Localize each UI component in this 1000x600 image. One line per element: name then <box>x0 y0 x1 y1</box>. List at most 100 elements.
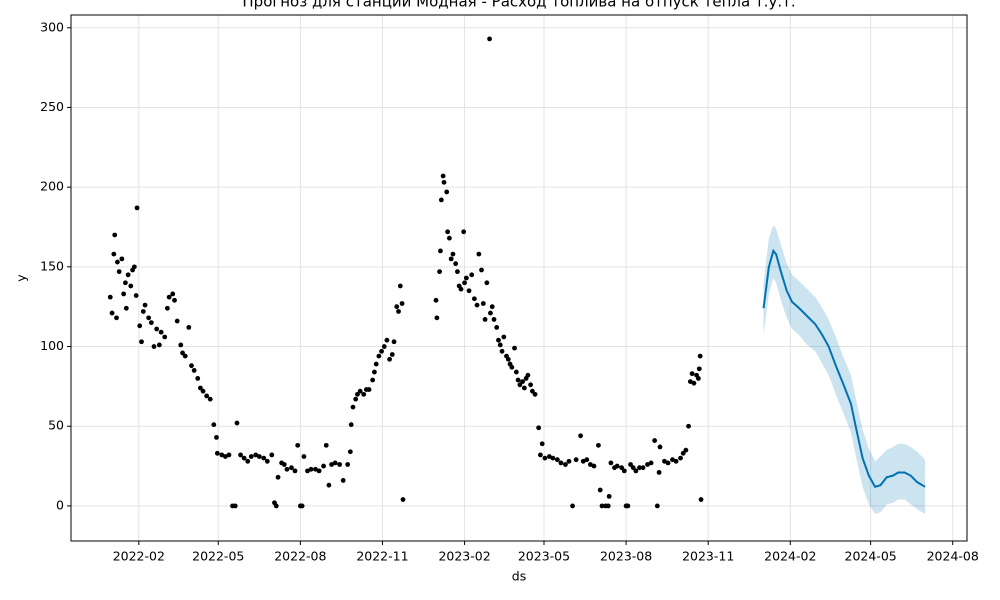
data-point <box>662 458 667 464</box>
data-point <box>373 361 379 367</box>
data-point <box>394 304 400 310</box>
data-point <box>657 444 663 450</box>
data-point <box>222 454 228 459</box>
data-point <box>480 301 486 306</box>
data-point <box>146 315 152 321</box>
data-point <box>154 326 160 332</box>
data-point <box>683 447 689 453</box>
data-point <box>433 297 439 303</box>
x-tick-label: 2024-05 <box>845 549 897 564</box>
data-point <box>438 197 444 203</box>
data-point <box>326 482 332 488</box>
data-point <box>630 465 636 471</box>
data-point <box>234 420 240 426</box>
data-point <box>340 478 346 483</box>
data-point <box>497 342 503 348</box>
data-point <box>207 396 213 402</box>
data-point <box>520 379 525 385</box>
data-point <box>158 329 164 335</box>
data-point <box>281 462 287 467</box>
data-point <box>214 450 220 456</box>
y-tick-label: 100 <box>40 338 64 353</box>
data-point <box>264 458 270 464</box>
data-point <box>123 280 128 286</box>
data-point <box>482 317 488 322</box>
data-point <box>599 503 605 509</box>
data-point <box>308 466 314 472</box>
data-point <box>637 465 642 471</box>
data-point <box>689 371 695 377</box>
data-point <box>605 503 611 509</box>
y-tick-label: 0 <box>56 497 64 512</box>
data-point <box>191 368 197 373</box>
y-tick-label: 300 <box>40 19 64 34</box>
data-point <box>434 315 440 321</box>
data-point <box>686 423 691 429</box>
data-point <box>116 269 122 275</box>
data-point <box>496 337 501 343</box>
data-point <box>389 352 395 357</box>
data-point <box>178 342 184 348</box>
data-point <box>107 294 113 300</box>
data-point <box>381 344 387 349</box>
data-point <box>469 272 475 278</box>
data-point <box>509 364 515 370</box>
data-point <box>597 487 603 493</box>
data-point <box>625 503 631 509</box>
data-point <box>678 455 683 461</box>
data-point <box>321 463 326 469</box>
data-point <box>366 387 372 392</box>
data-point <box>438 248 443 254</box>
data-point <box>591 463 597 469</box>
data-point <box>112 232 118 238</box>
data-point <box>462 280 467 286</box>
data-point <box>466 288 472 294</box>
data-point <box>448 256 454 262</box>
data-point <box>558 460 564 466</box>
y-axis-label: y <box>14 274 29 282</box>
data-point <box>140 309 146 314</box>
data-point <box>587 462 593 467</box>
data-point <box>261 455 267 461</box>
data-point <box>357 388 363 394</box>
data-point <box>348 422 354 428</box>
data-point <box>189 363 194 369</box>
data-point <box>440 173 446 179</box>
data-point <box>347 449 353 455</box>
data-point <box>137 323 143 329</box>
data-point <box>156 342 162 348</box>
data-point <box>370 377 376 383</box>
data-point <box>532 391 538 397</box>
data-point <box>400 497 406 502</box>
data-point <box>372 369 377 375</box>
data-point <box>355 391 360 397</box>
data-point <box>273 503 279 509</box>
data-point <box>232 503 238 509</box>
data-point <box>131 264 137 270</box>
data-point <box>608 460 614 466</box>
data-point <box>536 425 542 431</box>
data-point <box>476 251 482 257</box>
data-point <box>539 441 545 447</box>
data-point <box>256 454 262 459</box>
data-point <box>337 462 343 467</box>
data-point <box>114 315 119 321</box>
data-point <box>648 460 654 466</box>
data-point <box>148 320 154 326</box>
data-point <box>200 388 206 394</box>
data-point <box>332 460 338 466</box>
data-point <box>119 256 125 262</box>
data-point <box>596 442 601 448</box>
data-point <box>446 235 452 241</box>
y-tick-label: 250 <box>40 99 64 114</box>
data-point <box>361 391 367 397</box>
x-tick-label: 2024-08 <box>927 549 979 564</box>
data-point <box>313 466 318 472</box>
data-point <box>345 462 351 467</box>
data-point <box>484 280 490 286</box>
data-point <box>269 452 275 458</box>
data-point <box>499 348 505 354</box>
data-point <box>665 460 671 466</box>
data-point <box>292 468 298 474</box>
data-point <box>248 454 254 459</box>
